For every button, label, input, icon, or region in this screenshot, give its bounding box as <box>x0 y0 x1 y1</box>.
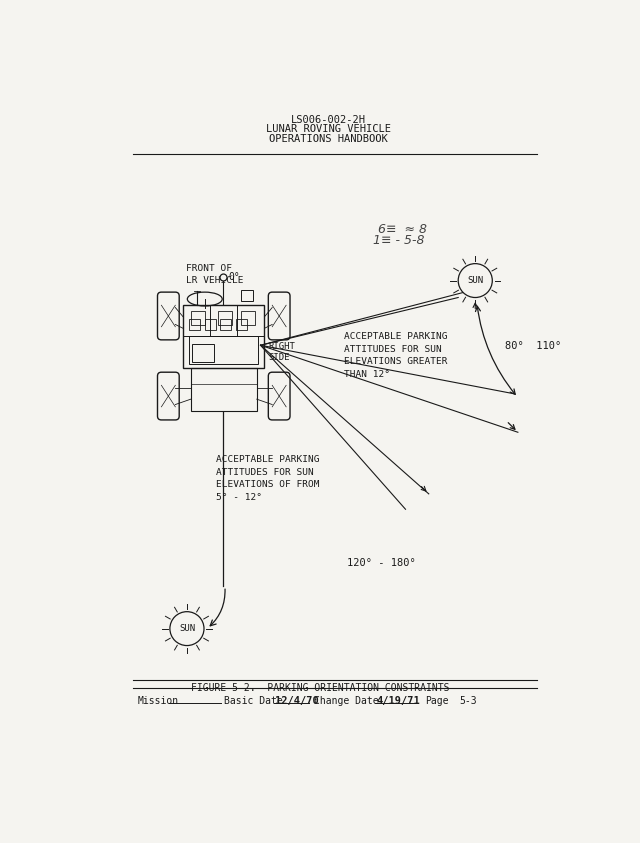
Bar <box>189 336 259 363</box>
Text: SUN: SUN <box>179 624 195 633</box>
Text: LUNAR ROVING VEHICLE: LUNAR ROVING VEHICLE <box>266 124 390 134</box>
Text: OPERATIONS HANDBOOK: OPERATIONS HANDBOOK <box>269 133 387 143</box>
Bar <box>241 311 255 325</box>
Text: FRONT OF
LR VEHICLE: FRONT OF LR VEHICLE <box>186 264 244 285</box>
FancyArrowPatch shape <box>210 589 225 626</box>
Text: Change Date: Change Date <box>314 696 379 706</box>
Text: ACCEPTABLE PARKING
ATTITUDES FOR SUN
ELEVATIONS OF FROM
5° - 12°: ACCEPTABLE PARKING ATTITUDES FOR SUN ELE… <box>216 455 319 502</box>
Text: 12/4/70: 12/4/70 <box>275 696 319 706</box>
Text: 80°  110°: 80° 110° <box>505 341 561 351</box>
Bar <box>205 319 216 330</box>
Bar <box>220 319 231 330</box>
Bar <box>191 368 257 411</box>
Text: Mission: Mission <box>138 696 179 706</box>
Text: 0°: 0° <box>228 272 240 282</box>
Circle shape <box>458 264 492 298</box>
Text: SUN: SUN <box>467 276 483 285</box>
Text: 6≡  ≈ 8: 6≡ ≈ 8 <box>378 223 428 236</box>
Text: RIGHT
SIDE: RIGHT SIDE <box>268 342 295 362</box>
Bar <box>183 305 264 368</box>
Text: Page: Page <box>425 696 449 706</box>
Bar <box>191 311 205 325</box>
Text: Basic Date: Basic Date <box>224 696 283 706</box>
Bar <box>218 311 232 325</box>
Circle shape <box>170 612 204 646</box>
Text: LS006-002-2H: LS006-002-2H <box>291 115 365 125</box>
Text: 5-3: 5-3 <box>460 696 477 706</box>
Text: 120° - 180°: 120° - 180° <box>348 558 416 568</box>
Bar <box>189 319 200 330</box>
Bar <box>241 290 253 301</box>
Text: ACCEPTABLE PARKING
ATTITUDES FOR SUN
ELEVATIONS GREATER
THAN 12°: ACCEPTABLE PARKING ATTITUDES FOR SUN ELE… <box>344 332 447 379</box>
Bar <box>236 319 246 330</box>
Bar <box>193 344 214 362</box>
Text: 1≡ - 5-8: 1≡ - 5-8 <box>373 234 424 247</box>
Text: 4/19/71: 4/19/71 <box>377 696 420 706</box>
Text: FIGURE 5-2.  PARKING ORIENTATION CONSTRAINTS: FIGURE 5-2. PARKING ORIENTATION CONSTRAI… <box>191 684 449 693</box>
